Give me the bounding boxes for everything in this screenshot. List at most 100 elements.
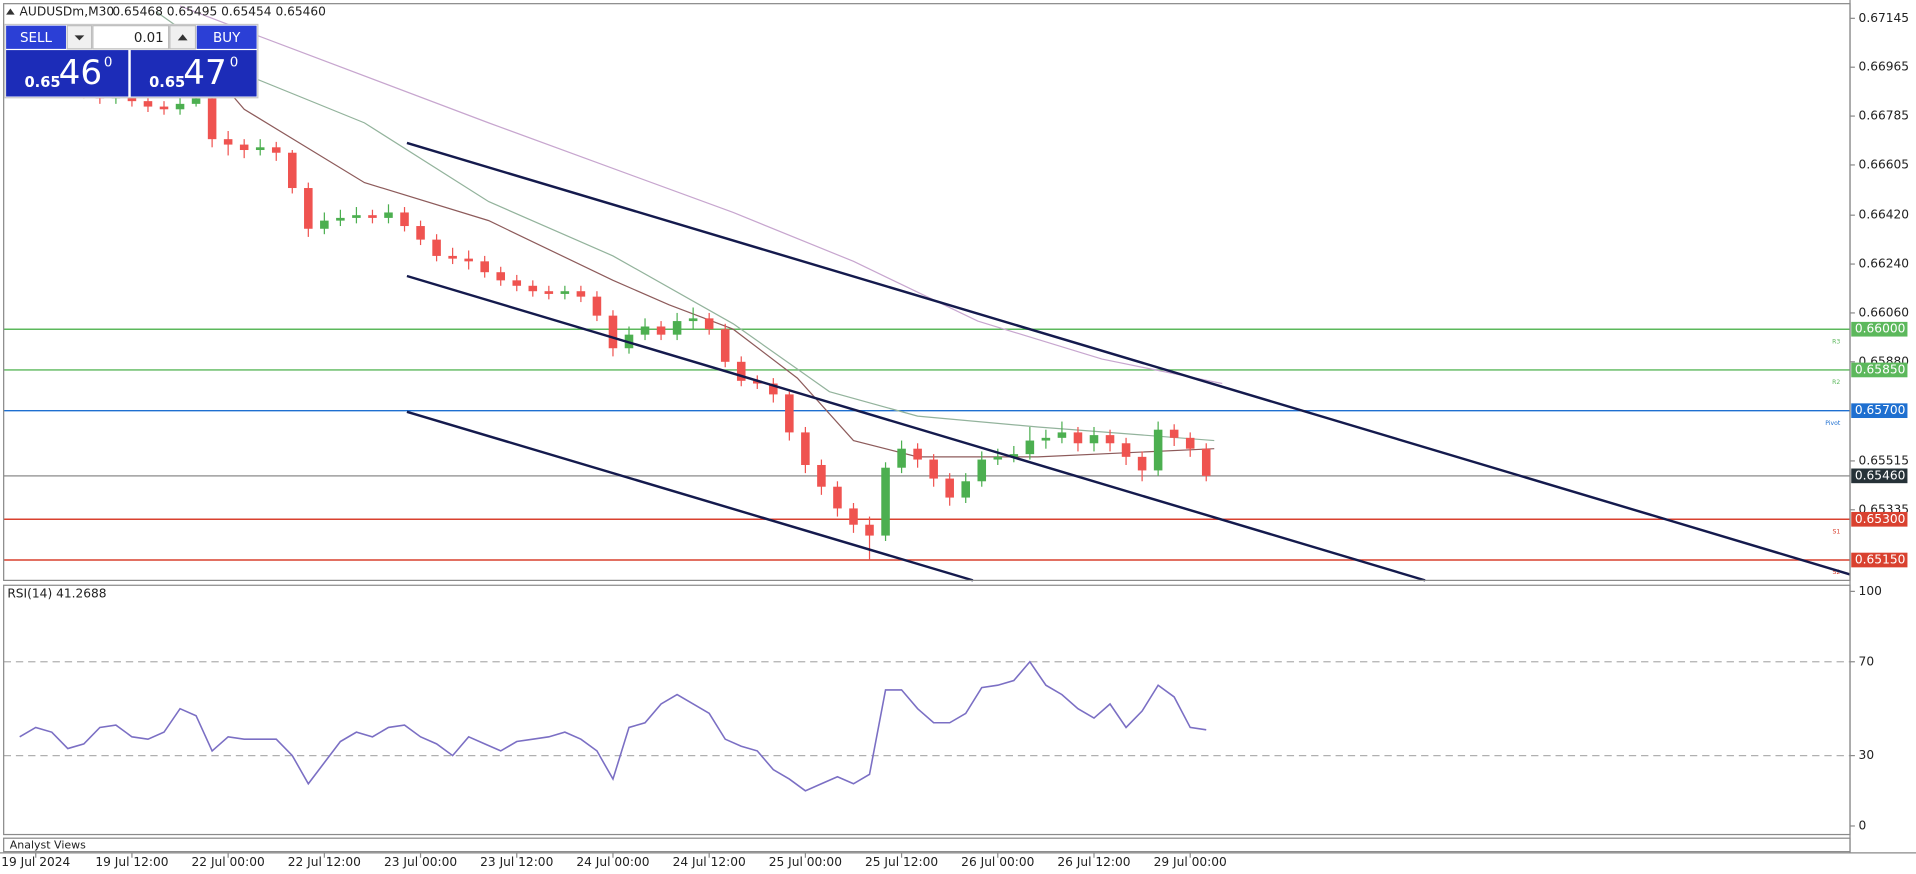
level-tag: R3: [1832, 338, 1840, 345]
y-tick-label: 0.66060: [1859, 305, 1909, 319]
candle-body: [817, 464, 826, 487]
candle-body: [448, 255, 457, 259]
candle-body: [672, 321, 682, 335]
candle-body: [769, 383, 778, 395]
level-label-box: [1851, 362, 1908, 378]
y-tick-label: 70: [1859, 654, 1875, 668]
candle-body: [993, 456, 1003, 460]
candle-body: [1121, 443, 1131, 457]
bid-frac: 0: [104, 55, 113, 70]
moving-average: [179, 5, 1223, 385]
level-label: 0.65150: [1855, 553, 1905, 567]
candle-body: [1073, 432, 1083, 444]
trade-panel: SELL 0.01 BUY 0.65 46 0 0.65 47 0: [4, 23, 259, 99]
x-tick-label: 24 Jul 00:00: [576, 855, 649, 869]
level-tag: Pivot: [1825, 420, 1841, 427]
candle-body: [753, 380, 762, 384]
level-label: 0.65460: [1855, 468, 1905, 482]
candle-body: [1201, 448, 1211, 476]
level-label-box: [1851, 321, 1908, 337]
volume-up-icon: [177, 34, 188, 41]
level-label: 0.66000: [1855, 322, 1905, 336]
x-tick-label: 22 Jul 00:00: [192, 855, 265, 869]
header-arrow[interactable]: [6, 8, 15, 15]
x-tick-label: 26 Jul 12:00: [1057, 855, 1130, 869]
ask-box[interactable]: [130, 50, 257, 97]
x-tick-label: 26 Jul 00:00: [961, 855, 1034, 869]
candle-body: [320, 220, 329, 229]
candle-body: [1025, 440, 1035, 455]
ask-frac: 0: [230, 55, 239, 70]
candle-body: [560, 291, 570, 294]
candle-body: [1185, 437, 1195, 449]
x-tick-label: 19 Jul 12:00: [95, 855, 168, 869]
x-tick-label: 23 Jul 00:00: [384, 855, 457, 869]
candle-body: [191, 98, 201, 104]
buy-button[interactable]: [196, 25, 257, 49]
candle-body: [1041, 437, 1051, 441]
x-tick-label: 22 Jul 12:00: [288, 855, 361, 869]
candle-body: [400, 212, 409, 227]
bid-pips: 46: [59, 53, 103, 93]
candle-body: [255, 147, 265, 151]
sell-label[interactable]: SELL: [20, 31, 53, 46]
volume-input[interactable]: [92, 25, 170, 50]
y-tick-label: 0: [1859, 818, 1867, 832]
plot-layer: R3 R2 Pivot S1 S2: [3, 5, 1851, 792]
buy-label[interactable]: BUY: [213, 31, 241, 46]
level-tag: S1: [1832, 529, 1840, 536]
y-tick-label: 0.65515: [1859, 453, 1909, 467]
candle-body: [143, 101, 153, 107]
x-tick-label: 29 Jul 00:00: [1154, 855, 1227, 869]
candle-body: [1105, 435, 1115, 444]
bid-big: 0.65: [24, 74, 60, 91]
ask-big: 0.65: [149, 74, 185, 91]
candle-body: [704, 318, 714, 330]
level-tag: R2: [1832, 379, 1840, 386]
candle-body: [977, 459, 987, 482]
candle-body: [1057, 432, 1067, 438]
candle-body: [785, 394, 794, 433]
candle-body: [833, 486, 842, 509]
volume-down-icon: [74, 35, 85, 41]
y-tick-label: 100: [1859, 584, 1882, 598]
ask-pips: 47: [183, 53, 227, 93]
candle-body: [592, 296, 602, 316]
candle-body: [207, 98, 217, 140]
bid-box[interactable]: [6, 50, 129, 97]
y-tick-label: 30: [1859, 748, 1875, 762]
volume-value[interactable]: 0.01: [134, 31, 164, 46]
candle-body: [464, 258, 473, 262]
candle-body: [432, 239, 441, 256]
candle-body: [1137, 456, 1147, 471]
trendline: [406, 274, 1426, 582]
candle-body: [480, 261, 489, 273]
level-label: 0.65850: [1855, 362, 1905, 376]
y-tick-label: 0.66605: [1859, 157, 1909, 171]
y-tick-label: 0.66785: [1859, 109, 1909, 123]
candle-body: [239, 144, 249, 151]
candle-body: [175, 103, 185, 110]
candle-body: [496, 272, 506, 281]
candle-body: [336, 217, 345, 221]
candle-body: [368, 215, 377, 218]
candle-body: [881, 467, 890, 536]
y-tick-label: 0.66965: [1859, 60, 1909, 74]
candle-body: [897, 448, 906, 468]
candle-body: [640, 326, 650, 335]
candle-body: [127, 95, 137, 102]
header-symbol: AUDUSDm,M30: [20, 5, 115, 19]
level-label-box: [1851, 552, 1908, 568]
candle-body: [288, 152, 297, 189]
candle-body: [1089, 435, 1099, 444]
sell-button[interactable]: [6, 25, 66, 49]
candle-body: [544, 291, 554, 294]
y-tick-label: 0.66240: [1859, 257, 1909, 271]
candle-body: [1153, 429, 1163, 471]
candle-body: [736, 361, 746, 381]
candle-body: [720, 329, 730, 362]
